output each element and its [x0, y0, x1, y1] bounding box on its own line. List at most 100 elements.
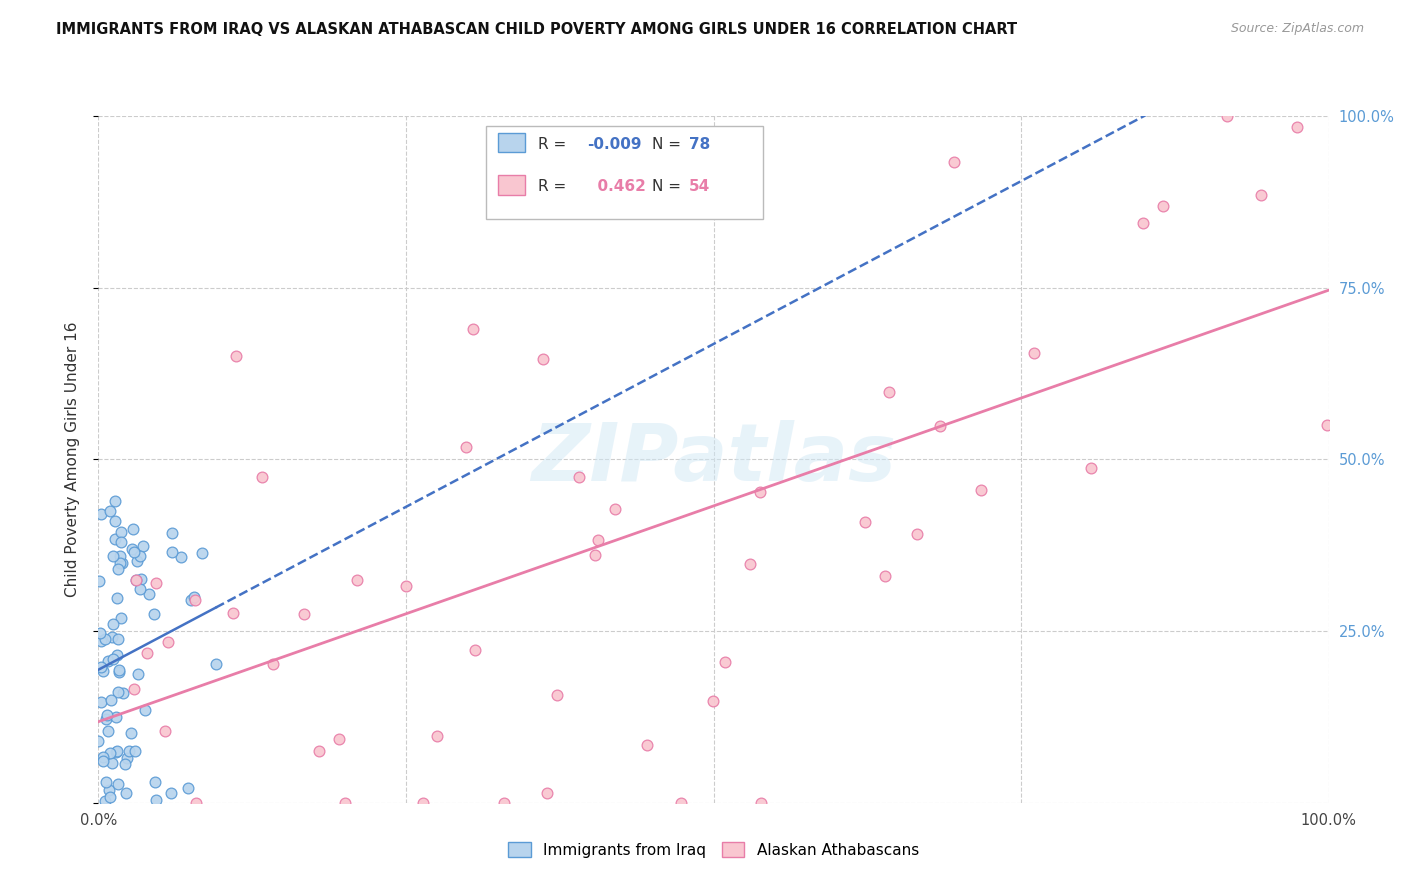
Point — [636, 738, 658, 752]
Point — [90, 695, 112, 709]
Point — [583, 548, 606, 562]
Point — [120, 726, 142, 740]
Point — [129, 549, 152, 564]
Text: -0.009: -0.009 — [586, 136, 641, 152]
Point — [160, 545, 183, 559]
Point — [108, 664, 131, 678]
Point — [546, 688, 568, 702]
Point — [328, 732, 350, 747]
Point — [108, 556, 131, 570]
Point — [101, 652, 124, 666]
Point — [97, 724, 120, 739]
Point — [111, 686, 134, 700]
Point — [292, 607, 315, 621]
Point — [122, 545, 145, 559]
Point — [145, 793, 167, 807]
Point — [659, 154, 682, 169]
Point — [104, 514, 127, 528]
Point — [111, 556, 134, 570]
Point — [124, 743, 146, 757]
Point — [1216, 109, 1239, 123]
Point — [124, 681, 146, 696]
Point — [669, 796, 692, 810]
Point — [1286, 120, 1309, 135]
Point — [129, 582, 152, 596]
Point — [105, 591, 128, 605]
Point — [157, 635, 180, 649]
Text: 54: 54 — [689, 179, 710, 194]
Point — [494, 796, 516, 810]
Point — [250, 470, 273, 484]
Point — [929, 419, 952, 434]
Point — [121, 541, 143, 556]
Point — [107, 562, 129, 576]
Point — [98, 746, 121, 760]
Point — [143, 607, 166, 622]
Point — [184, 593, 207, 607]
Point — [104, 532, 127, 546]
Point — [98, 504, 121, 518]
Text: Source: ZipAtlas.com: Source: ZipAtlas.com — [1230, 22, 1364, 36]
Point — [96, 775, 118, 789]
Point — [127, 554, 149, 568]
Point — [714, 655, 737, 669]
Point — [134, 703, 156, 717]
Point — [115, 786, 138, 800]
Point — [98, 790, 121, 805]
Point — [145, 576, 167, 591]
Point — [122, 522, 145, 536]
Point — [108, 665, 131, 680]
Point — [970, 483, 993, 498]
Point — [87, 734, 110, 748]
Point — [138, 587, 160, 601]
Point — [333, 796, 356, 810]
Text: 78: 78 — [689, 136, 710, 152]
Point — [464, 643, 486, 657]
Point — [110, 524, 132, 539]
Point — [853, 516, 876, 530]
Point — [702, 694, 724, 708]
Point — [222, 606, 245, 620]
Point — [586, 533, 609, 548]
Point — [143, 775, 166, 789]
Point — [96, 708, 118, 723]
Point — [90, 634, 112, 648]
Point — [135, 646, 157, 660]
Text: IMMIGRANTS FROM IRAQ VS ALASKAN ATHABASCAN CHILD POVERTY AMONG GIRLS UNDER 16 CO: IMMIGRANTS FROM IRAQ VS ALASKAN ATHABASC… — [56, 22, 1018, 37]
Point — [225, 349, 247, 363]
Point — [93, 632, 115, 646]
Point — [183, 590, 205, 604]
Point — [107, 684, 129, 698]
Point — [536, 786, 558, 800]
Point — [104, 710, 127, 724]
Point — [129, 572, 152, 586]
Point — [1132, 216, 1154, 230]
Point — [101, 549, 124, 563]
Point — [97, 654, 120, 668]
Point — [89, 625, 111, 640]
Point — [176, 781, 198, 796]
Point — [1022, 346, 1045, 360]
Point — [877, 384, 900, 399]
Point — [749, 796, 772, 810]
Point — [531, 351, 554, 366]
Point — [115, 750, 138, 764]
Point — [1250, 188, 1272, 202]
Point — [100, 693, 122, 707]
Point — [875, 569, 897, 583]
Point — [132, 539, 155, 553]
Y-axis label: Child Poverty Among Girls Under 16: Child Poverty Among Girls Under 16 — [65, 322, 80, 597]
Point — [426, 729, 449, 743]
Point — [110, 534, 132, 549]
Point — [180, 593, 202, 607]
Point — [1080, 461, 1102, 475]
Point — [412, 796, 434, 810]
Point — [107, 777, 129, 791]
Point — [105, 648, 128, 663]
Point — [749, 484, 772, 499]
Point — [1153, 199, 1175, 213]
Point — [91, 664, 114, 678]
FancyBboxPatch shape — [498, 133, 526, 153]
Point — [162, 526, 184, 541]
Text: ZIPatlas: ZIPatlas — [531, 420, 896, 499]
